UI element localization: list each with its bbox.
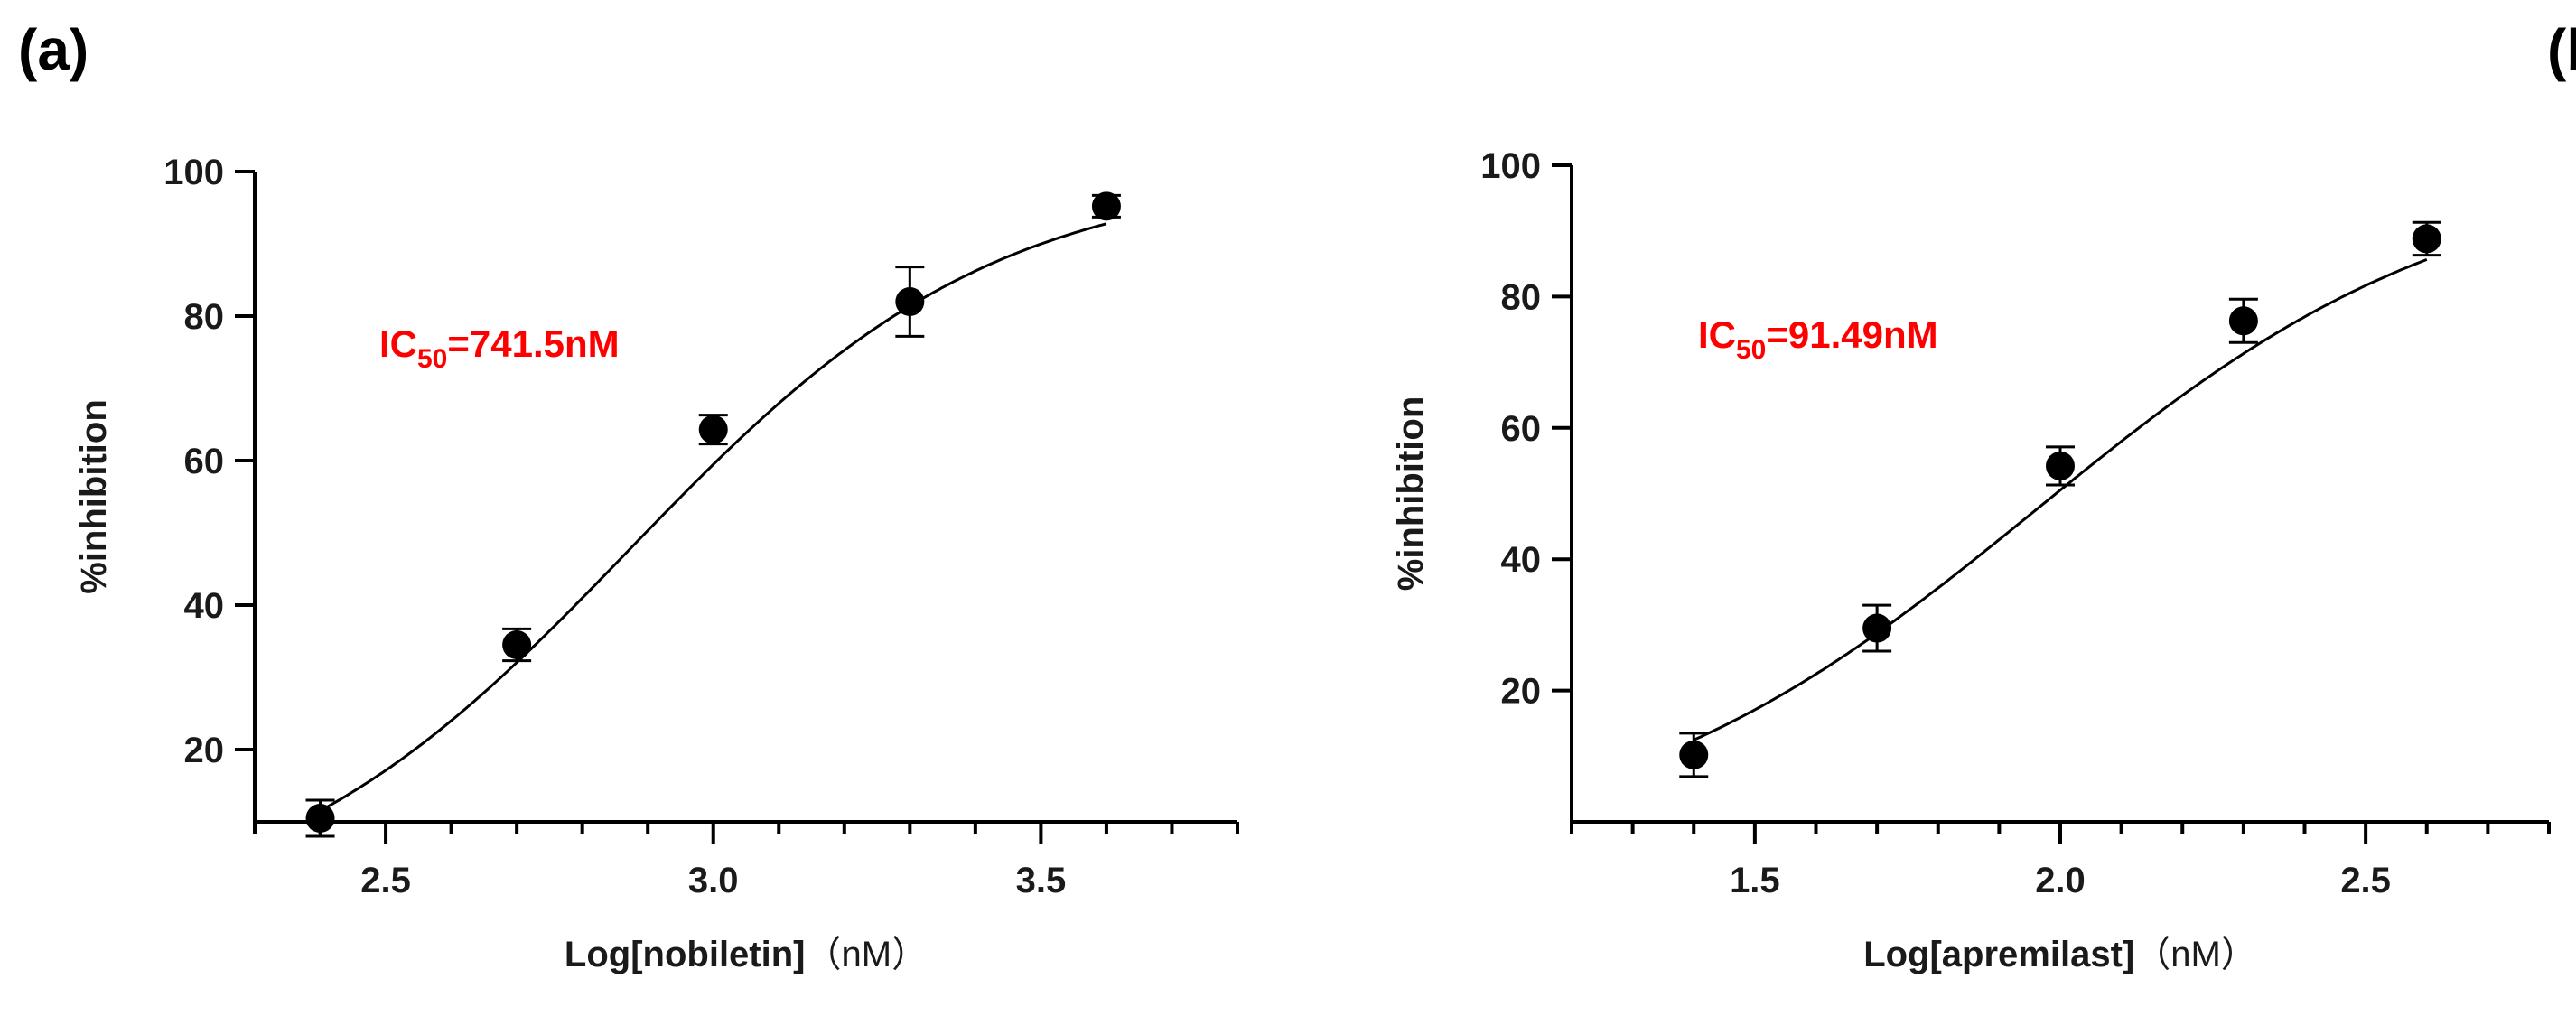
y-tick-label: 40 xyxy=(1501,540,1542,580)
data-point xyxy=(305,804,335,833)
x-tick-label: 3.5 xyxy=(1016,861,1067,900)
data-point xyxy=(502,630,532,659)
y-tick-label: 20 xyxy=(184,731,225,770)
y-tick-label: 80 xyxy=(184,297,225,337)
chart-b: 20 40 60 80 100 1.5 2.0 2.5 Log[apremilast]（nM）%… xyxy=(1391,146,2551,974)
data-point xyxy=(1862,613,1892,643)
data-point xyxy=(2228,306,2258,336)
ic50-subscript: 50 xyxy=(417,344,447,374)
ic50-value: =91.49nM xyxy=(1766,313,1937,356)
panel-label-a: (a) xyxy=(18,17,89,82)
ic50-label: IC xyxy=(379,322,417,365)
x-tick-label: 3.0 xyxy=(688,861,739,900)
data-point xyxy=(1091,191,1121,221)
ic50-annotation: IC50=91.49nM xyxy=(1698,313,1938,365)
fit-curve xyxy=(319,222,1107,813)
x-axis-title-main: Log[apremilast] xyxy=(1863,935,2134,974)
x-axis-title-main: Log[nobiletin] xyxy=(565,935,806,974)
ic50-subscript: 50 xyxy=(1736,335,1766,365)
y-tick-label: 100 xyxy=(163,153,224,192)
x-axis-title: Log[nobiletin]（nM） xyxy=(565,935,928,974)
fit-curve xyxy=(1693,258,2428,741)
panel-a: (a) xyxy=(0,0,1283,1016)
y-tick-label: 80 xyxy=(1501,277,1542,317)
data-point xyxy=(1679,740,1709,769)
data-point xyxy=(895,287,925,316)
y-tick-label: 100 xyxy=(1480,146,1541,186)
ic50-label: IC xyxy=(1698,313,1736,356)
y-tick-label: 20 xyxy=(1501,672,1542,712)
y-tick-label: 60 xyxy=(1501,409,1542,449)
ic50-value: =741.5nM xyxy=(447,322,619,365)
data-point xyxy=(2046,451,2075,480)
x-tick-label: 2.0 xyxy=(2035,861,2086,900)
x-tick-label: 1.5 xyxy=(1730,861,1780,900)
x-axis-title-unit: （nM） xyxy=(806,935,929,974)
data-point xyxy=(2412,224,2441,254)
y-axis-title: %inhibition xyxy=(74,399,114,594)
y-tick-label: 40 xyxy=(184,586,225,626)
x-tick-label: 2.5 xyxy=(2340,861,2391,900)
panel-label-b: (b) xyxy=(2547,17,2576,82)
ic50-annotation: IC50=741.5nM xyxy=(379,322,620,374)
x-tick-label: 2.5 xyxy=(360,861,411,900)
y-axis-title: %inhibition xyxy=(1391,396,1431,592)
y-tick-label: 60 xyxy=(184,442,225,481)
data-point xyxy=(698,415,728,444)
panel-b: (b) xyxy=(1301,0,2576,1016)
x-axis-title: Log[apremilast]（nM） xyxy=(1863,935,2257,974)
x-axis-title-unit: （nM） xyxy=(2134,935,2257,974)
chart-a: 20 40 60 80 100 2.5 3.0 3.5 Log[nobiletin]（nM） %i… xyxy=(74,153,1239,974)
